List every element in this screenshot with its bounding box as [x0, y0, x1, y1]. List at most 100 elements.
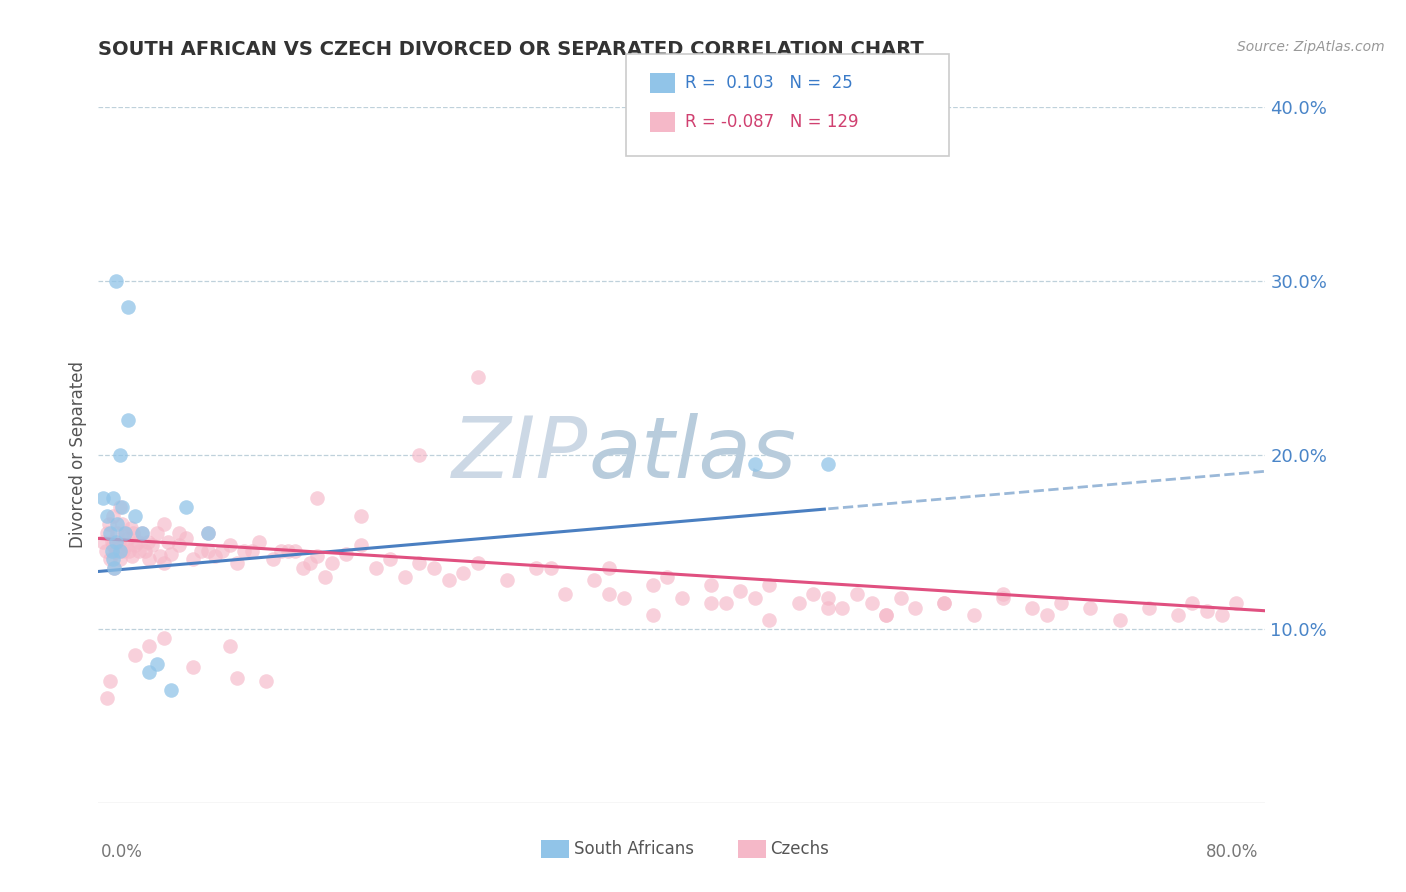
- Point: [146, 526, 169, 541]
- Point: [233, 543, 256, 558]
- Point: [101, 538, 124, 552]
- Point: [131, 526, 153, 541]
- Text: South Africans: South Africans: [574, 840, 693, 858]
- Point: [167, 538, 190, 552]
- Point: [1211, 607, 1233, 622]
- Point: [197, 526, 219, 541]
- Point: [641, 578, 664, 592]
- Point: [598, 561, 620, 575]
- Point: [160, 547, 183, 561]
- Point: [758, 578, 780, 592]
- Point: [111, 517, 134, 532]
- Point: [350, 508, 373, 523]
- Point: [218, 639, 240, 653]
- Point: [380, 552, 402, 566]
- Point: [700, 578, 723, 592]
- Point: [307, 549, 329, 563]
- Point: [934, 596, 956, 610]
- Point: [321, 556, 343, 570]
- Point: [240, 543, 263, 558]
- Point: [115, 538, 138, 552]
- Point: [1108, 613, 1130, 627]
- Point: [671, 591, 693, 605]
- Point: [1181, 596, 1204, 610]
- Point: [350, 538, 373, 552]
- Point: [101, 552, 124, 566]
- Point: [1195, 605, 1218, 619]
- Text: 80.0%: 80.0%: [1206, 843, 1258, 861]
- Point: [1050, 596, 1073, 610]
- Point: [124, 538, 146, 552]
- Point: [160, 682, 183, 697]
- Point: [204, 549, 226, 563]
- Point: [408, 448, 430, 462]
- Point: [117, 300, 139, 314]
- Point: [153, 631, 176, 645]
- Point: [860, 596, 883, 610]
- Point: [817, 591, 839, 605]
- Point: [96, 526, 118, 541]
- Text: R = -0.087   N = 129: R = -0.087 N = 129: [685, 113, 858, 131]
- Point: [540, 561, 562, 575]
- Point: [991, 591, 1014, 605]
- Point: [524, 561, 547, 575]
- Point: [110, 552, 132, 566]
- Point: [831, 601, 853, 615]
- Point: [451, 566, 474, 581]
- Point: [467, 556, 489, 570]
- Point: [598, 587, 620, 601]
- Point: [1137, 601, 1160, 615]
- Text: Source: ZipAtlas.com: Source: ZipAtlas.com: [1237, 40, 1385, 54]
- Point: [103, 561, 125, 575]
- Point: [105, 526, 128, 541]
- Point: [104, 534, 127, 549]
- Point: [153, 556, 176, 570]
- Point: [104, 543, 127, 558]
- Point: [100, 543, 122, 558]
- Point: [298, 556, 321, 570]
- Point: [98, 674, 121, 689]
- Point: [108, 534, 131, 549]
- Point: [226, 556, 249, 570]
- Text: 0.0%: 0.0%: [101, 843, 143, 861]
- Point: [138, 639, 160, 653]
- Point: [98, 552, 121, 566]
- Point: [284, 543, 307, 558]
- Point: [190, 543, 212, 558]
- Point: [991, 587, 1014, 601]
- Point: [105, 517, 128, 532]
- Point: [817, 457, 839, 471]
- Point: [128, 543, 150, 558]
- Point: [104, 274, 127, 288]
- Point: [700, 596, 723, 610]
- Point: [111, 500, 134, 514]
- Point: [122, 526, 145, 541]
- Point: [91, 491, 114, 506]
- Point: [127, 534, 149, 549]
- Point: [254, 674, 277, 689]
- Point: [467, 369, 489, 384]
- Text: Czechs: Czechs: [770, 840, 830, 858]
- Point: [1035, 607, 1057, 622]
- Point: [97, 517, 120, 532]
- Point: [364, 561, 387, 575]
- Point: [817, 601, 839, 615]
- Point: [124, 508, 146, 523]
- Point: [91, 534, 114, 549]
- Point: [423, 561, 446, 575]
- Point: [100, 534, 122, 549]
- Point: [181, 660, 204, 674]
- Point: [583, 573, 606, 587]
- Point: [437, 573, 460, 587]
- Point: [101, 508, 124, 523]
- Point: [714, 596, 737, 610]
- Point: [307, 491, 329, 506]
- Point: [1080, 601, 1102, 615]
- Point: [934, 596, 956, 610]
- Text: atlas: atlas: [589, 413, 797, 497]
- Point: [904, 601, 927, 615]
- Point: [112, 543, 135, 558]
- Point: [962, 607, 984, 622]
- Point: [96, 691, 118, 706]
- Y-axis label: Divorced or Separated: Divorced or Separated: [69, 361, 87, 549]
